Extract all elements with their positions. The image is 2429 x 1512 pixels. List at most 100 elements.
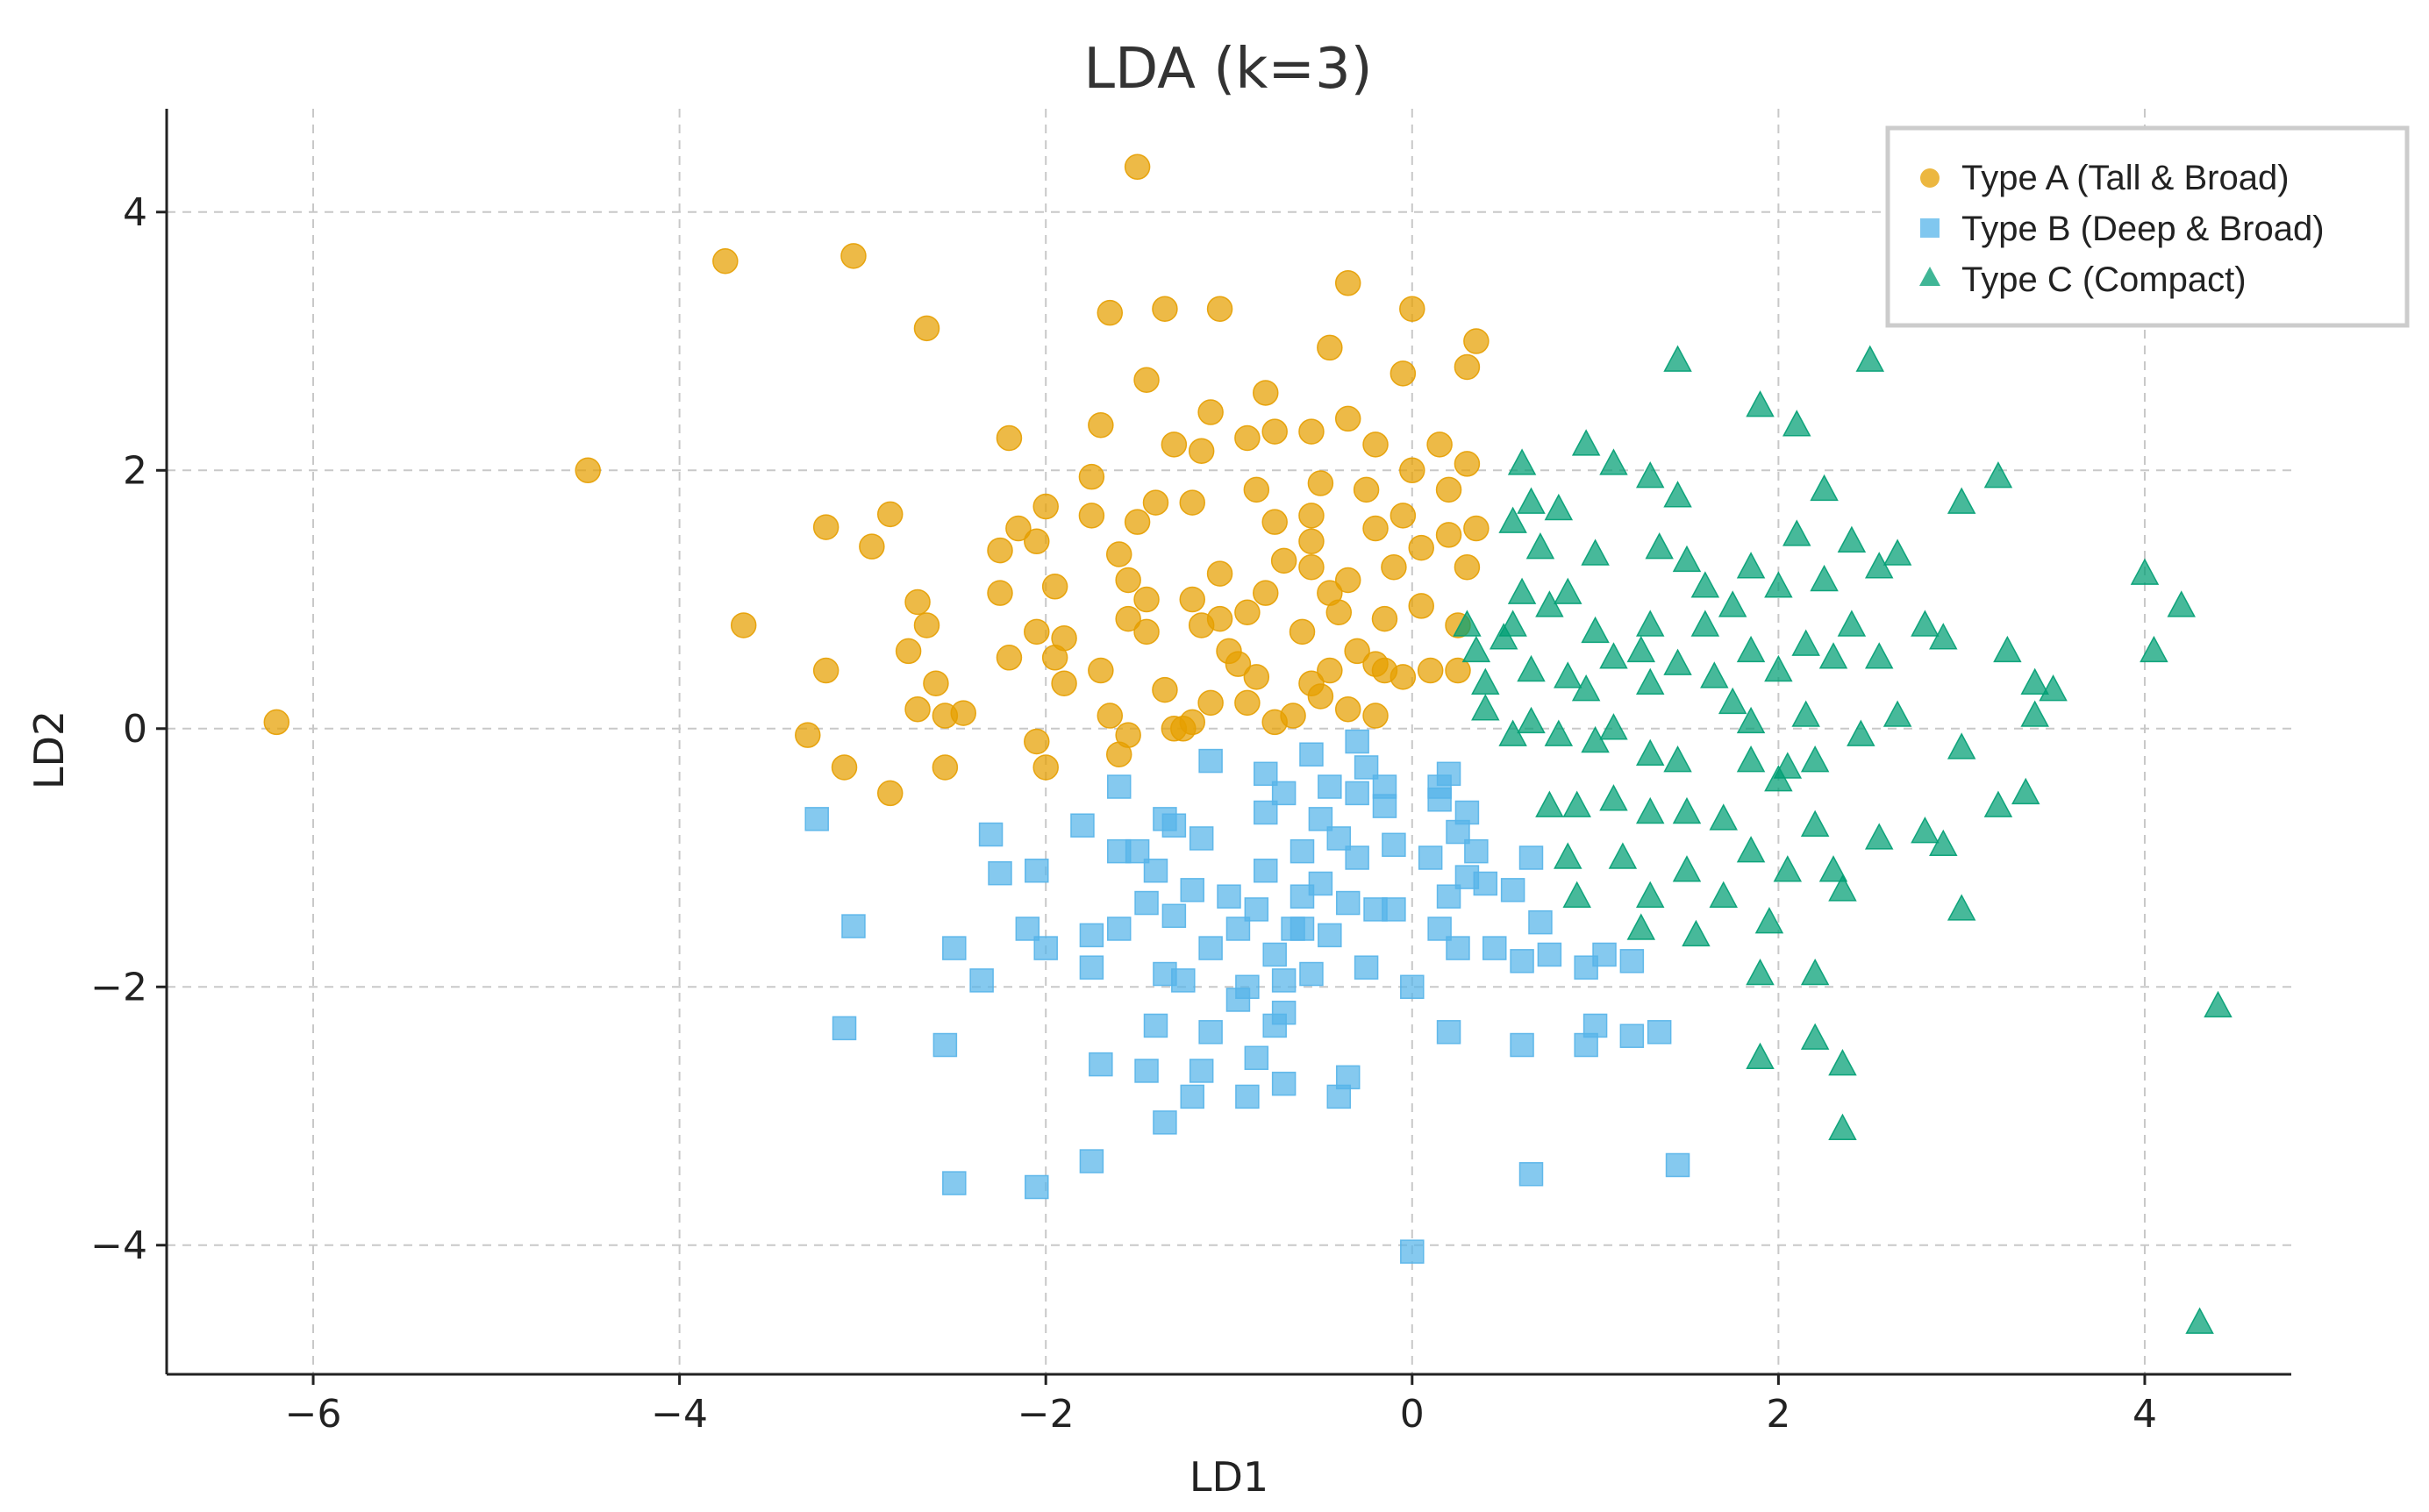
- data-point-type-c: [1571, 429, 1601, 456]
- data-point-type-a: [1179, 586, 1205, 613]
- data-point-type-c: [1864, 642, 1894, 669]
- data-point-type-a: [987, 537, 1013, 564]
- data-point-type-b: [1454, 800, 1480, 825]
- data-point-type-b: [1299, 742, 1324, 767]
- data-point-type-a: [1261, 418, 1288, 445]
- data-point-type-b: [1153, 1110, 1177, 1135]
- data-point-type-b: [1665, 1152, 1690, 1178]
- data-point-type-a: [1307, 683, 1334, 710]
- data-point-type-c: [1736, 836, 1766, 863]
- data-point-type-c: [1746, 390, 1775, 417]
- data-point-type-c: [1864, 823, 1894, 850]
- data-point-type-b: [932, 1032, 958, 1058]
- data-point-type-b: [1318, 923, 1342, 948]
- data-point-type-a: [1426, 431, 1453, 458]
- data-point-type-a: [1280, 703, 1306, 729]
- data-point-type-c: [1599, 784, 1628, 811]
- data-point-type-b: [1198, 936, 1223, 960]
- data-point-type-c: [2167, 590, 2196, 617]
- data-point-type-a: [1435, 476, 1462, 503]
- data-point-type-a: [1051, 670, 1077, 696]
- data-point-type-b: [1619, 949, 1645, 974]
- data-point-type-c: [1764, 571, 1793, 598]
- data-point-type-a: [1317, 334, 1343, 361]
- data-point-type-a: [1317, 580, 1343, 606]
- data-point-type-b: [1271, 1071, 1297, 1096]
- data-point-type-b: [1134, 890, 1159, 916]
- data-point-type-a: [812, 514, 839, 540]
- x-tick-label: −4: [651, 1392, 708, 1437]
- data-point-type-c: [1626, 913, 1656, 940]
- data-point-type-b: [1482, 936, 1507, 960]
- data-point-type-c: [1690, 610, 1720, 637]
- data-point-type-c: [1554, 661, 1582, 688]
- data-point-type-c: [1672, 796, 1702, 824]
- data-point-type-c: [1663, 745, 1692, 773]
- data-point-type-a: [1334, 695, 1361, 723]
- data-point-type-b: [1345, 781, 1369, 806]
- data-point-type-b: [978, 822, 1004, 847]
- data-point-type-c: [2039, 674, 2068, 702]
- data-point-type-c: [1507, 448, 1537, 475]
- data-point-type-a: [1390, 664, 1417, 690]
- data-point-type-c: [1929, 623, 1958, 650]
- data-point-type-b: [1446, 936, 1470, 960]
- data-point-type-b: [1528, 909, 1553, 935]
- data-point-type-a: [1344, 638, 1370, 665]
- data-point-type-a: [1390, 503, 1417, 529]
- data-point-type-c: [1947, 487, 1976, 514]
- data-point-type-b: [969, 968, 994, 993]
- data-point-type-c: [1764, 765, 1793, 792]
- data-point-type-a: [1115, 567, 1141, 594]
- data-point-type-b: [1400, 1239, 1425, 1264]
- data-point-type-a: [1225, 651, 1252, 677]
- data-point-type-b: [1079, 955, 1104, 980]
- data-point-type-b: [1473, 871, 1498, 896]
- data-point-type-c: [1635, 881, 1665, 908]
- data-point-type-a: [1234, 424, 1261, 452]
- data-point-type-c: [2020, 700, 2049, 727]
- data-point-type-c: [1581, 616, 1610, 644]
- data-point-type-c: [1608, 842, 1638, 869]
- data-point-type-c: [1498, 506, 1527, 533]
- data-point-type-b: [942, 1171, 967, 1195]
- data-point-type-b: [1089, 1052, 1113, 1077]
- data-point-type-c: [1709, 881, 1738, 908]
- data-point-type-b: [1299, 961, 1324, 987]
- data-point-type-b: [1500, 878, 1525, 902]
- data-point-type-a: [1334, 270, 1361, 296]
- data-point-type-b: [1464, 838, 1489, 864]
- data-point-type-c: [2185, 1307, 2214, 1334]
- data-point-type-b: [1079, 1149, 1104, 1173]
- data-point-type-c: [1736, 745, 1766, 773]
- data-point-type-a: [1261, 509, 1288, 535]
- data-point-type-c: [1837, 610, 1867, 637]
- data-point-type-c: [1810, 564, 1839, 592]
- data-point-type-a: [876, 501, 904, 528]
- data-point-type-a: [1253, 580, 1279, 606]
- data-point-type-a: [1463, 328, 1490, 354]
- data-point-type-c: [1471, 694, 1500, 721]
- data-point-type-a: [996, 645, 1023, 671]
- data-point-type-c: [1562, 790, 1591, 817]
- data-point-type-a: [1032, 493, 1059, 520]
- data-point-type-b: [1189, 1059, 1214, 1083]
- data-point-type-b: [841, 914, 866, 938]
- data-point-type-a: [831, 754, 858, 781]
- data-point-type-a: [1399, 457, 1425, 484]
- data-point-type-a: [950, 700, 976, 726]
- data-point-type-c: [1471, 667, 1500, 695]
- data-point-type-a: [1362, 703, 1389, 729]
- legend-marker-type-c: [1919, 267, 1940, 286]
- data-point-type-c: [1800, 958, 1830, 986]
- data-point-type-b: [1518, 1162, 1544, 1187]
- data-point-type-b: [1418, 845, 1443, 870]
- data-point-type-b: [1647, 1020, 1672, 1045]
- data-point-type-b: [1198, 748, 1223, 774]
- data-point-type-c: [1554, 842, 1582, 869]
- data-point-type-c: [1635, 610, 1665, 637]
- data-point-type-a: [1454, 451, 1481, 477]
- data-point-type-b: [1161, 813, 1187, 838]
- y-axis-label: LD2: [25, 710, 73, 789]
- data-point-type-a: [904, 695, 931, 723]
